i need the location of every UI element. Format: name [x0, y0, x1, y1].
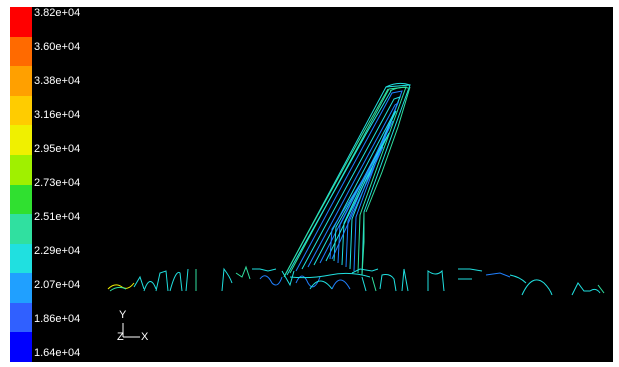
colorbar-segment — [10, 125, 32, 156]
colorbar-segment — [10, 36, 32, 67]
contour-plot — [107, 82, 605, 338]
ground-contour-lines — [107, 265, 605, 296]
colorbar-label-8: 2.07e+04 — [34, 279, 81, 291]
colorbar-segment — [10, 243, 32, 274]
colorbar-segment — [10, 184, 32, 215]
graphics-viewport[interactable]: 3.82e+04 3.60e+04 3.38e+04 3.16e+04 2.95… — [10, 7, 613, 362]
axis-x-label: X — [141, 331, 149, 343]
colorbar-legend — [10, 7, 32, 362]
colorbar-label-2: 3.38e+04 — [34, 75, 81, 87]
axis-y-label: Y — [119, 309, 127, 321]
colorbar-label-3: 3.16e+04 — [34, 109, 81, 121]
colorbar-segment — [10, 7, 32, 37]
colorbar-segment — [10, 95, 32, 126]
axis-z-label: Z — [117, 331, 124, 343]
colorbar-segment — [10, 214, 32, 245]
colorbar-label-9: 1.86e+04 — [34, 313, 81, 325]
colorbar-segment — [10, 66, 32, 97]
colorbar-label-6: 2.51e+04 — [34, 211, 81, 223]
colorbar-segment — [10, 302, 32, 333]
wing-contour-lines — [283, 82, 411, 278]
colorbar-label-5: 2.73e+04 — [34, 177, 81, 189]
colorbar-label-10: 1.64e+04 — [34, 347, 81, 359]
colorbar-label-1: 3.60e+04 — [34, 41, 81, 53]
colorbar-label-7: 2.29e+04 — [34, 245, 81, 257]
colorbar-segment — [10, 154, 32, 185]
colorbar-label-4: 2.95e+04 — [34, 143, 81, 155]
colorbar-segment — [10, 273, 32, 304]
colorbar-label-0: 3.82e+04 — [34, 7, 81, 19]
axis-triad — [122, 323, 140, 338]
colorbar-segment — [10, 332, 32, 362]
